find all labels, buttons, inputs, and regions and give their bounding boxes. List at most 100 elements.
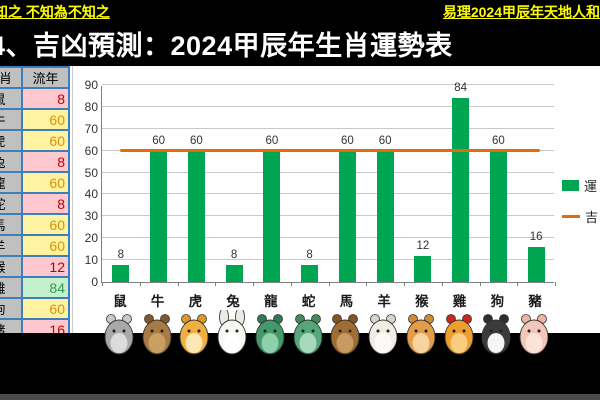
x-axis-category-label: 龍 bbox=[264, 294, 278, 309]
bar-value-label: 84 bbox=[454, 82, 468, 95]
zodiac-cell: 雞 bbox=[0, 276, 23, 299]
zodiac-horse-icon bbox=[327, 310, 363, 356]
y-axis-tick-label: 90 bbox=[84, 78, 98, 92]
hyperlink-left[interactable]: 知之 不知為不知之 bbox=[0, 4, 110, 20]
bottom-edge-strip bbox=[0, 394, 600, 400]
chart-bar-狗 bbox=[489, 150, 507, 282]
page-title: 4、吉凶預測：2024甲辰年生肖運勢表 bbox=[0, 31, 453, 61]
y-axis-tick-label: 0 bbox=[91, 275, 98, 289]
luck-value-cell: 8 bbox=[21, 87, 70, 110]
chart-bar-猴 bbox=[414, 255, 432, 282]
zodiac-cell: 猴 bbox=[0, 255, 23, 278]
chart-bar-馬 bbox=[338, 150, 356, 282]
zodiac-cell: 兔 bbox=[0, 150, 23, 173]
chart-legend: 運 吉 bbox=[562, 176, 598, 238]
y-axis-tick-label: 70 bbox=[84, 121, 98, 136]
fortune-table: 生肖 流年 鼠8牛60虎60兔8龍60蛇8馬60羊60猴12雞84狗60豬16 bbox=[0, 66, 70, 341]
gridline bbox=[102, 237, 554, 239]
bar-value-label: 60 bbox=[152, 134, 166, 147]
zodiac-cell: 虎 bbox=[0, 129, 23, 152]
zodiac-cell: 龍 bbox=[0, 171, 23, 194]
x-axis-category-label: 牛 bbox=[150, 294, 165, 309]
threshold-line bbox=[120, 149, 540, 153]
legend-item-line: 吉 bbox=[562, 207, 598, 226]
table-row: 虎60 bbox=[0, 129, 70, 152]
zodiac-cell: 馬 bbox=[0, 213, 23, 236]
zodiac-dog-icon bbox=[478, 310, 514, 356]
luck-value-cell: 84 bbox=[21, 276, 70, 299]
zodiac-rabbit-icon bbox=[214, 307, 250, 356]
table-row: 龍60 bbox=[0, 171, 70, 194]
x-axis-category-label: 雞 bbox=[452, 294, 467, 309]
luck-value-cell: 60 bbox=[21, 297, 70, 320]
x-axis-tick bbox=[404, 282, 405, 286]
bar-value-label: 60 bbox=[378, 134, 392, 147]
zodiac-dragon-icon bbox=[252, 310, 288, 356]
zodiac-goat-icon bbox=[365, 310, 401, 356]
chart-bar-鼠 bbox=[112, 264, 130, 282]
x-axis-tick bbox=[290, 282, 292, 286]
y-axis-tick-label: 80 bbox=[84, 99, 98, 114]
x-axis-category-label: 狗 bbox=[490, 294, 505, 309]
y-axis-tick-label: 50 bbox=[84, 165, 98, 180]
x-axis-tick bbox=[215, 282, 217, 286]
zodiac-rat-icon bbox=[101, 310, 137, 356]
chart-bar-虎 bbox=[187, 150, 205, 282]
luck-value-cell: 8 bbox=[21, 192, 70, 215]
x-axis-category-label: 馬 bbox=[339, 294, 354, 309]
chart-bar-牛 bbox=[150, 150, 168, 282]
table-row: 狗60 bbox=[0, 297, 70, 320]
fortune-bar-chart: 0 10 20 30 40 50 60 70 80 90 8 60 60 8 60 8 60 60 12 84 60 16… bbox=[72, 66, 600, 334]
y-axis-tick-label: 40 bbox=[84, 187, 98, 202]
zodiac-ox-icon bbox=[139, 310, 175, 356]
legend-bar-swatch-icon bbox=[562, 180, 579, 191]
x-axis-category-label: 蛇 bbox=[301, 294, 316, 309]
table-row: 雞84 bbox=[0, 276, 70, 299]
bar-value-label: 60 bbox=[491, 134, 505, 147]
table-header-row: 生肖 流年 bbox=[0, 66, 70, 89]
table-row: 馬60 bbox=[0, 213, 70, 236]
gridline bbox=[102, 193, 554, 195]
chart-bar-兔 bbox=[225, 264, 243, 282]
legend-item-bars: 運 bbox=[562, 176, 598, 195]
hyperlink-right[interactable]: 易理2024甲辰年天地人和 bbox=[442, 4, 600, 20]
bar-value-label: 8 bbox=[306, 248, 313, 261]
table-row: 蛇8 bbox=[0, 192, 70, 215]
table-row: 牛60 bbox=[0, 108, 70, 131]
gridline bbox=[102, 84, 554, 85]
chart-bar-羊 bbox=[376, 150, 394, 282]
x-axis-tick bbox=[366, 282, 368, 286]
gridline bbox=[102, 259, 554, 261]
x-axis-tick bbox=[328, 282, 330, 286]
luck-value-cell: 60 bbox=[21, 108, 70, 131]
top-link-bar: 知之 不知為不知之 易理2024甲辰年天地人和 bbox=[0, 0, 600, 20]
bar-value-label: 16 bbox=[529, 230, 543, 243]
x-axis-category-label: 羊 bbox=[377, 294, 391, 309]
table-row: 羊60 bbox=[0, 234, 70, 257]
x-axis-category-label: 兔 bbox=[226, 294, 240, 309]
bar-value-label: 60 bbox=[189, 134, 203, 147]
bar-value-label: 60 bbox=[265, 134, 279, 147]
x-axis-category-label: 虎 bbox=[188, 294, 203, 309]
y-axis-tick-label: 10 bbox=[84, 253, 98, 268]
x-axis-tick bbox=[555, 282, 556, 286]
zodiac-cell: 羊 bbox=[0, 234, 23, 257]
legend-line-swatch-icon bbox=[562, 215, 580, 218]
x-axis-category-label: 猴 bbox=[415, 294, 429, 309]
y-axis-tick-label: 30 bbox=[84, 209, 98, 224]
x-axis-tick bbox=[479, 282, 481, 286]
zodiac-tiger-icon bbox=[176, 310, 212, 356]
bar-value-label: 8 bbox=[230, 248, 238, 261]
luck-value-cell: 12 bbox=[21, 255, 70, 278]
luck-value-cell: 60 bbox=[21, 171, 70, 194]
table-row: 鼠8 bbox=[0, 87, 70, 110]
x-axis-tick bbox=[102, 282, 103, 286]
zodiac-snake-icon bbox=[290, 310, 326, 356]
x-axis-category-label: 鼠 bbox=[113, 294, 127, 309]
luck-value-cell: 8 bbox=[21, 150, 70, 173]
zodiac-rooster-icon bbox=[441, 310, 477, 356]
zodiac-pig-icon bbox=[516, 310, 552, 356]
gridline bbox=[102, 127, 554, 129]
legend-line-label: 吉 bbox=[585, 210, 599, 225]
